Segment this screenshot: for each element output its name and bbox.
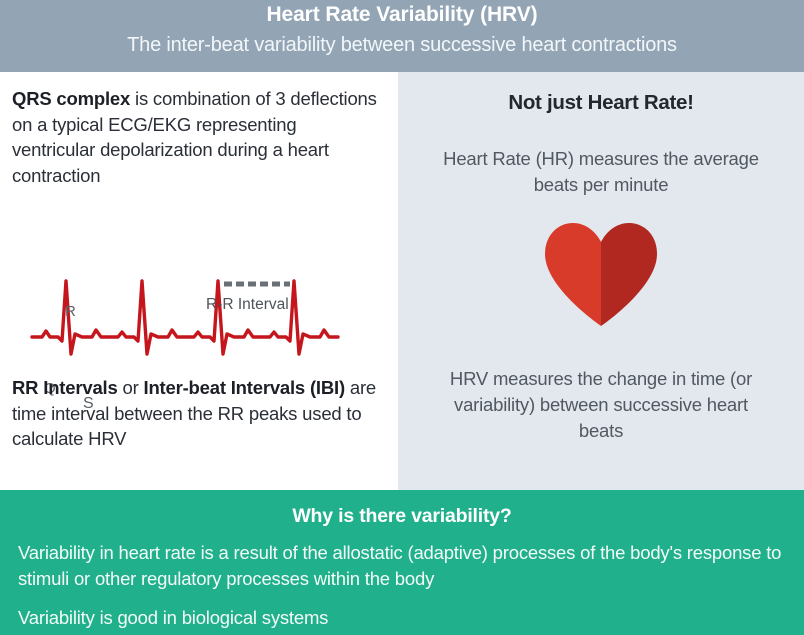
left-panel: QRS complex is combination of 3 deflecti… [0, 72, 398, 490]
main-content: QRS complex is combination of 3 deflecti… [0, 72, 804, 490]
right-panel-title: Not just Heart Rate! [508, 91, 694, 114]
right-panel: Not just Heart Rate! Heart Rate (HR) mea… [398, 72, 804, 490]
rr-description-rest: are time interval between the RR peaks u… [12, 377, 377, 449]
rr-description-mid: or [117, 377, 144, 398]
ecg-label-rr-interval: R-R Interval [206, 296, 289, 313]
page-title: Heart Rate Variability (HRV) [266, 3, 538, 26]
hrv-description: HRV measures the change in time (or vari… [449, 368, 753, 441]
heart-rate-description: Heart Rate (HR) measures the average bea… [443, 148, 759, 195]
ecg-waveform-figure: R Q S R-R Interval [8, 224, 388, 412]
footer-paragraph-2: Variability is good in biological system… [18, 607, 329, 628]
qrs-description: QRS complex is combination of 3 deflecti… [12, 86, 382, 188]
footer-paragraph-1: Variability in heart rate is a result of… [18, 542, 782, 589]
footer-title: Why is there variability? [292, 505, 512, 527]
heart-icon [545, 223, 657, 326]
ecg-label-r: R [65, 303, 76, 320]
qrs-description-rest: is combination of 3 deflections on a typ… [12, 88, 377, 186]
ecg-trace-icon [8, 279, 360, 356]
ecg-label-q: Q [44, 380, 56, 397]
heart-graphic [539, 220, 663, 335]
ecg-label-s: S [83, 395, 94, 412]
header-banner: Heart Rate Variability (HRV) The inter-b… [0, 0, 804, 72]
rr-interval-description: RR Intervals or Inter-beat Intervals (IB… [12, 375, 384, 452]
footer-section: Why is there variability? Variability in… [0, 490, 804, 635]
rr-description-bold-1: RR Intervals [12, 377, 118, 398]
page-subtitle: The inter-beat variability between succe… [127, 34, 677, 56]
qrs-description-lead: QRS complex [12, 88, 131, 109]
rr-description-bold-2: Inter-beat Intervals (IBI) [143, 377, 346, 398]
